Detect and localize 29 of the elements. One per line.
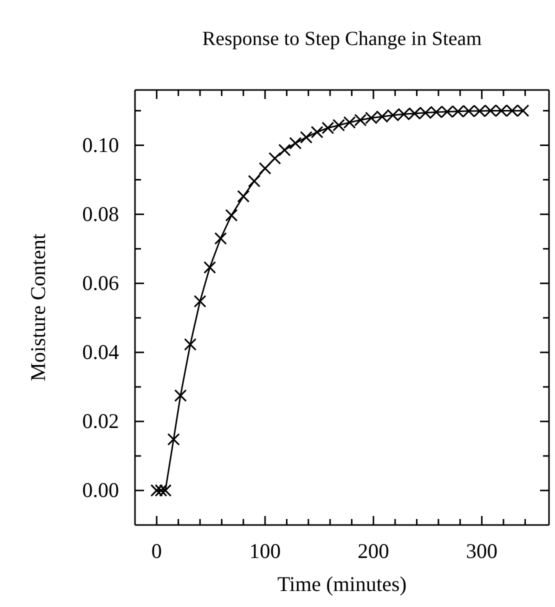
point bbox=[194, 295, 206, 308]
x-tick-label: 200 bbox=[358, 538, 390, 563]
y-tick-label: 0.02 bbox=[82, 409, 119, 434]
y-tick-label: 0.00 bbox=[82, 478, 119, 502]
x-tick-label: 300 bbox=[466, 538, 498, 563]
y-tick-label: 0.04 bbox=[82, 340, 120, 364]
point bbox=[154, 484, 168, 497]
point bbox=[225, 209, 238, 222]
point bbox=[204, 261, 216, 274]
point bbox=[278, 144, 291, 156]
x-tick-label: 100 bbox=[249, 538, 281, 563]
chart-title: Response to Step Change in Steam bbox=[202, 28, 482, 50]
point bbox=[300, 131, 313, 144]
y-axis-title: Moisture Content bbox=[26, 234, 50, 382]
point bbox=[174, 389, 187, 402]
point bbox=[248, 174, 260, 188]
point bbox=[258, 162, 272, 175]
point bbox=[214, 232, 227, 245]
y-tick-label: 0.08 bbox=[82, 202, 119, 226]
point bbox=[237, 190, 250, 203]
point bbox=[184, 338, 197, 351]
x-tick-label: 0 bbox=[151, 538, 162, 563]
x-axis-title: Time (minutes) bbox=[277, 572, 407, 596]
point bbox=[289, 136, 302, 150]
point bbox=[268, 152, 282, 165]
point bbox=[310, 126, 324, 138]
y-tick-label: 0.10 bbox=[82, 132, 119, 157]
y-tick-label: 0.06 bbox=[82, 271, 119, 296]
point bbox=[167, 433, 180, 446]
